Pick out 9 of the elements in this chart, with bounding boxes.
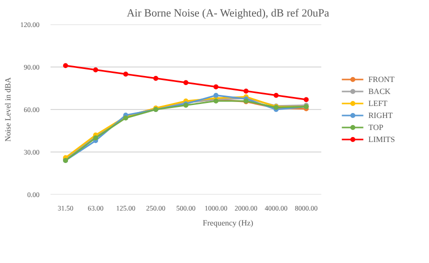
chart-title: Air Borne Noise (A- Weighted), dB ref 20uPa (126, 8, 330, 20)
legend-label: LEFT (368, 98, 388, 108)
legend-label: RIGHT (368, 110, 393, 120)
x-axis-title: Frequency (Hz) (202, 218, 254, 228)
legend-label: BACK (368, 86, 391, 96)
y-axis-title: Noise Level in dBA (3, 77, 12, 142)
legend-label: LIMITS (368, 134, 395, 144)
legend-label: TOP (368, 122, 384, 132)
legend-label: FRONT (368, 74, 395, 84)
